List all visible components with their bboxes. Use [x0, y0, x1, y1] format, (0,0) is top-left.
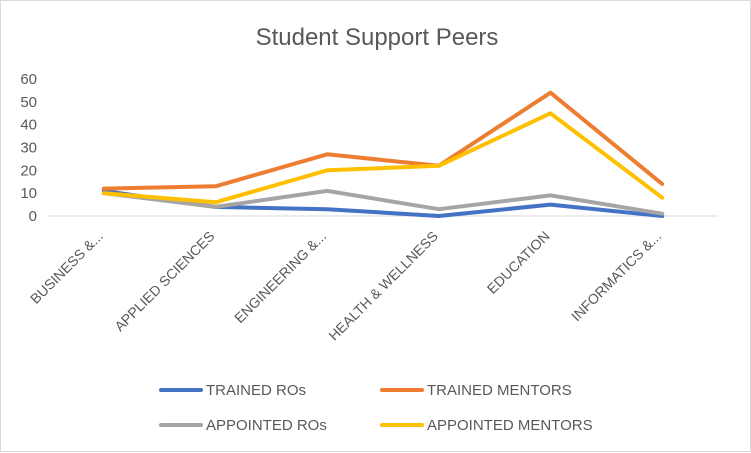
series-line — [101, 188, 665, 216]
y-tick-label: 0 — [29, 208, 37, 225]
chart-title: Student Support Peers — [256, 24, 499, 51]
legend: TRAINED ROs TRAINED MENTORS APPOINTED ROs A… — [159, 382, 593, 434]
y-axis-ticks: 0 10 20 30 40 50 60 — [20, 71, 37, 225]
y-tick-label: 30 — [20, 140, 37, 157]
legend-label: APPOINTED MENTORS — [427, 417, 593, 434]
x-axis-categories: BUSINESS &... APPLIED SCIENCES ENGINEERING… — [27, 228, 664, 344]
legend-item: APPOINTED ROs — [159, 417, 327, 434]
series-line — [101, 90, 665, 191]
legend-label: APPOINTED ROs — [206, 417, 327, 434]
x-category-label: BUSINESS &... — [27, 228, 106, 307]
legend-item: APPOINTED MENTORS — [380, 417, 593, 434]
x-category-label: HEALTH & WELLNESS — [325, 228, 441, 344]
y-tick-label: 50 — [20, 94, 37, 111]
x-category-label: INFORMATICS &... — [568, 228, 664, 324]
series-line — [101, 111, 665, 205]
x-category-label: APPLIED SCIENCES — [111, 228, 217, 334]
series-lines — [101, 90, 665, 218]
legend-item: TRAINED MENTORS — [380, 382, 572, 399]
y-tick-label: 60 — [20, 71, 37, 88]
y-tick-label: 40 — [20, 117, 37, 134]
y-tick-label: 10 — [20, 185, 37, 202]
legend-label: TRAINED ROs — [206, 382, 306, 399]
x-category-label: ENGINEERING &... — [231, 228, 329, 326]
x-category-label: EDUCATION — [484, 228, 553, 297]
legend-label: TRAINED MENTORS — [427, 382, 572, 399]
legend-item: TRAINED ROs — [159, 382, 306, 399]
y-tick-label: 20 — [20, 162, 37, 179]
